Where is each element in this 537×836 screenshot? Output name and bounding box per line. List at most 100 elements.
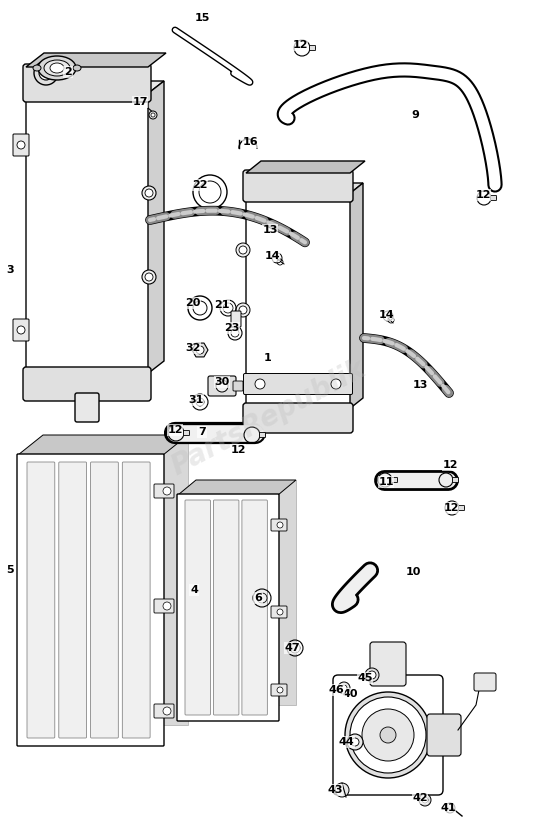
Text: 5: 5 — [6, 565, 14, 575]
Circle shape — [419, 794, 431, 806]
FancyBboxPatch shape — [271, 519, 287, 531]
Text: 42: 42 — [412, 793, 428, 803]
FancyBboxPatch shape — [154, 484, 174, 498]
Text: 12: 12 — [230, 445, 246, 455]
Circle shape — [255, 379, 265, 389]
Circle shape — [365, 668, 379, 682]
Circle shape — [341, 685, 347, 691]
Text: 3: 3 — [6, 265, 14, 275]
FancyBboxPatch shape — [391, 477, 397, 482]
FancyBboxPatch shape — [242, 500, 267, 715]
FancyBboxPatch shape — [208, 376, 236, 396]
FancyBboxPatch shape — [17, 454, 164, 746]
FancyBboxPatch shape — [154, 599, 174, 613]
FancyBboxPatch shape — [243, 170, 353, 202]
Circle shape — [331, 379, 341, 389]
Circle shape — [236, 303, 250, 317]
Text: 12: 12 — [475, 190, 491, 200]
Ellipse shape — [73, 65, 81, 71]
Circle shape — [239, 306, 247, 314]
FancyBboxPatch shape — [177, 494, 279, 721]
Circle shape — [362, 709, 414, 761]
FancyBboxPatch shape — [231, 311, 241, 327]
Text: 46: 46 — [328, 685, 344, 695]
FancyBboxPatch shape — [246, 193, 350, 412]
Text: 23: 23 — [224, 323, 240, 333]
FancyBboxPatch shape — [427, 714, 461, 756]
Text: 10: 10 — [405, 567, 420, 577]
Polygon shape — [43, 435, 188, 725]
Text: 15: 15 — [194, 13, 209, 23]
FancyBboxPatch shape — [13, 134, 29, 156]
Circle shape — [163, 707, 171, 715]
Circle shape — [422, 797, 428, 803]
Polygon shape — [348, 183, 363, 410]
Polygon shape — [146, 81, 164, 375]
Circle shape — [151, 113, 155, 117]
Text: 40: 40 — [342, 689, 358, 699]
Circle shape — [380, 727, 396, 743]
Circle shape — [351, 738, 359, 746]
Polygon shape — [178, 480, 296, 495]
Text: 16: 16 — [242, 137, 258, 147]
Circle shape — [277, 687, 283, 693]
Ellipse shape — [38, 56, 76, 80]
FancyBboxPatch shape — [185, 500, 211, 715]
Text: 14: 14 — [378, 310, 394, 320]
Text: 22: 22 — [192, 180, 208, 190]
FancyBboxPatch shape — [154, 704, 174, 718]
FancyBboxPatch shape — [453, 477, 459, 482]
Text: 45: 45 — [357, 673, 373, 683]
Circle shape — [39, 66, 53, 80]
Circle shape — [149, 111, 157, 119]
FancyBboxPatch shape — [184, 431, 190, 436]
Circle shape — [145, 189, 153, 197]
FancyBboxPatch shape — [213, 500, 239, 715]
Text: 47: 47 — [284, 643, 300, 653]
Circle shape — [163, 602, 171, 610]
Text: 7: 7 — [198, 427, 206, 437]
Circle shape — [335, 783, 349, 797]
Circle shape — [196, 346, 204, 354]
Polygon shape — [192, 343, 208, 357]
Circle shape — [239, 246, 247, 254]
Ellipse shape — [44, 60, 70, 76]
Text: 4: 4 — [190, 585, 198, 595]
Circle shape — [277, 609, 283, 615]
Text: PartsRepublik: PartsRepublik — [166, 354, 370, 482]
FancyBboxPatch shape — [243, 403, 353, 433]
Circle shape — [142, 186, 156, 200]
Text: 13: 13 — [412, 380, 427, 390]
Polygon shape — [18, 435, 188, 455]
Polygon shape — [246, 161, 365, 173]
FancyBboxPatch shape — [271, 684, 287, 696]
FancyBboxPatch shape — [271, 606, 287, 618]
FancyBboxPatch shape — [459, 506, 465, 511]
FancyBboxPatch shape — [474, 673, 496, 691]
Circle shape — [350, 697, 426, 773]
FancyBboxPatch shape — [59, 462, 86, 738]
FancyBboxPatch shape — [233, 381, 243, 391]
Polygon shape — [28, 81, 164, 95]
Text: 41: 41 — [440, 803, 456, 813]
Text: 11: 11 — [378, 477, 394, 487]
Text: 21: 21 — [214, 300, 230, 310]
Text: 6: 6 — [254, 593, 262, 603]
FancyBboxPatch shape — [27, 462, 55, 738]
Polygon shape — [248, 183, 363, 195]
FancyBboxPatch shape — [309, 45, 316, 50]
FancyBboxPatch shape — [26, 93, 148, 377]
Text: 13: 13 — [262, 225, 278, 235]
Text: 9: 9 — [411, 110, 419, 120]
Text: 20: 20 — [185, 298, 201, 308]
FancyBboxPatch shape — [75, 393, 99, 422]
FancyBboxPatch shape — [122, 462, 150, 738]
Circle shape — [445, 803, 455, 813]
FancyBboxPatch shape — [23, 64, 151, 102]
Text: 32: 32 — [185, 343, 201, 353]
Text: 2: 2 — [64, 67, 72, 77]
Text: 31: 31 — [188, 395, 204, 405]
Circle shape — [216, 380, 228, 392]
Circle shape — [236, 243, 250, 257]
Text: 44: 44 — [338, 737, 354, 747]
